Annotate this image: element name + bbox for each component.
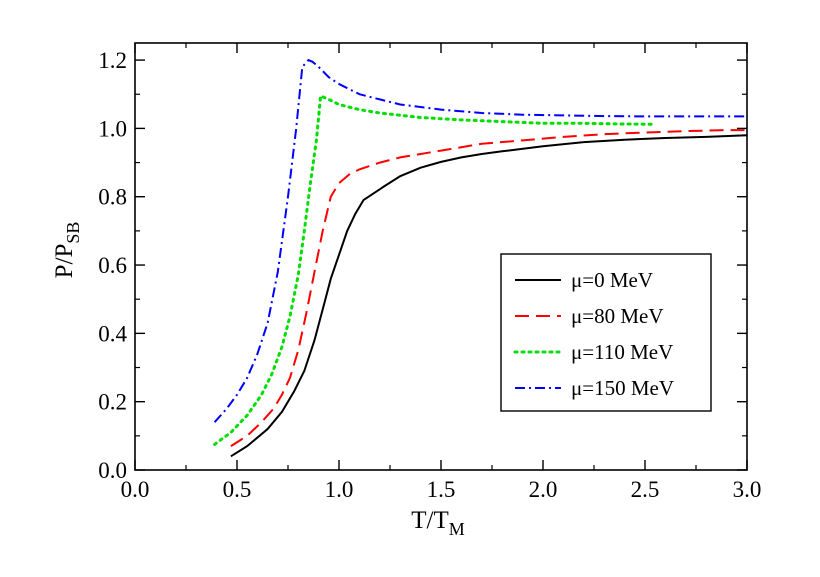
x-tick-label: 1.0	[325, 477, 354, 502]
x-axis-label: T/TM	[411, 507, 465, 539]
svg-text:P/PSB: P/PSB	[51, 222, 83, 279]
x-axis-label-sub: M	[449, 519, 465, 539]
plot-frame	[134, 42, 748, 471]
x-tick-label: 0.0	[121, 477, 150, 502]
series-line-1	[230, 129, 747, 447]
x-tick-label: 3.0	[733, 477, 762, 502]
legend-label: μ=110 MeV	[571, 340, 673, 364]
series-line-0	[230, 134, 748, 458]
x-tick-label: 2.0	[529, 477, 558, 502]
y-tick-label: 0.8	[98, 185, 127, 210]
legend-label: μ=0 MeV	[571, 268, 653, 292]
y-axis-label-main: P/P	[51, 244, 78, 279]
x-axis-label-main: T/T	[411, 507, 449, 534]
x-tick-label: 1.5	[427, 477, 456, 502]
legend-label: μ=80 MeV	[571, 304, 664, 328]
y-tick-label: 0.2	[98, 390, 127, 415]
legend: μ=0 MeV μ=80 MeV μ=110 MeV μ=150 MeV	[500, 253, 712, 412]
y-axis-label-sub: SB	[63, 222, 83, 244]
y-tick-label: 0.0	[98, 458, 127, 483]
series-lines	[213, 58, 748, 458]
series-line-2	[213, 93, 657, 446]
x-tick-label: 2.5	[631, 477, 660, 502]
y-tick-label: 1.0	[98, 116, 127, 141]
y-tick-label: 0.4	[98, 321, 127, 346]
x-tick-label: 0.5	[223, 477, 252, 502]
series-line-3	[213, 58, 747, 423]
y-axis-label: P/PSB	[51, 222, 83, 279]
legend-label: μ=150 MeV	[571, 376, 674, 400]
svg-text:T/TM: T/TM	[411, 507, 465, 539]
axis-ticks: 0.0 0.5 1.0 1.5 2.0 2.5 3.0 0.0 0.2 0.4 0.6 0.8 1.0 1…	[98, 43, 761, 502]
y-tick-label: 1.2	[98, 48, 127, 73]
y-tick-label: 0.6	[98, 253, 127, 278]
